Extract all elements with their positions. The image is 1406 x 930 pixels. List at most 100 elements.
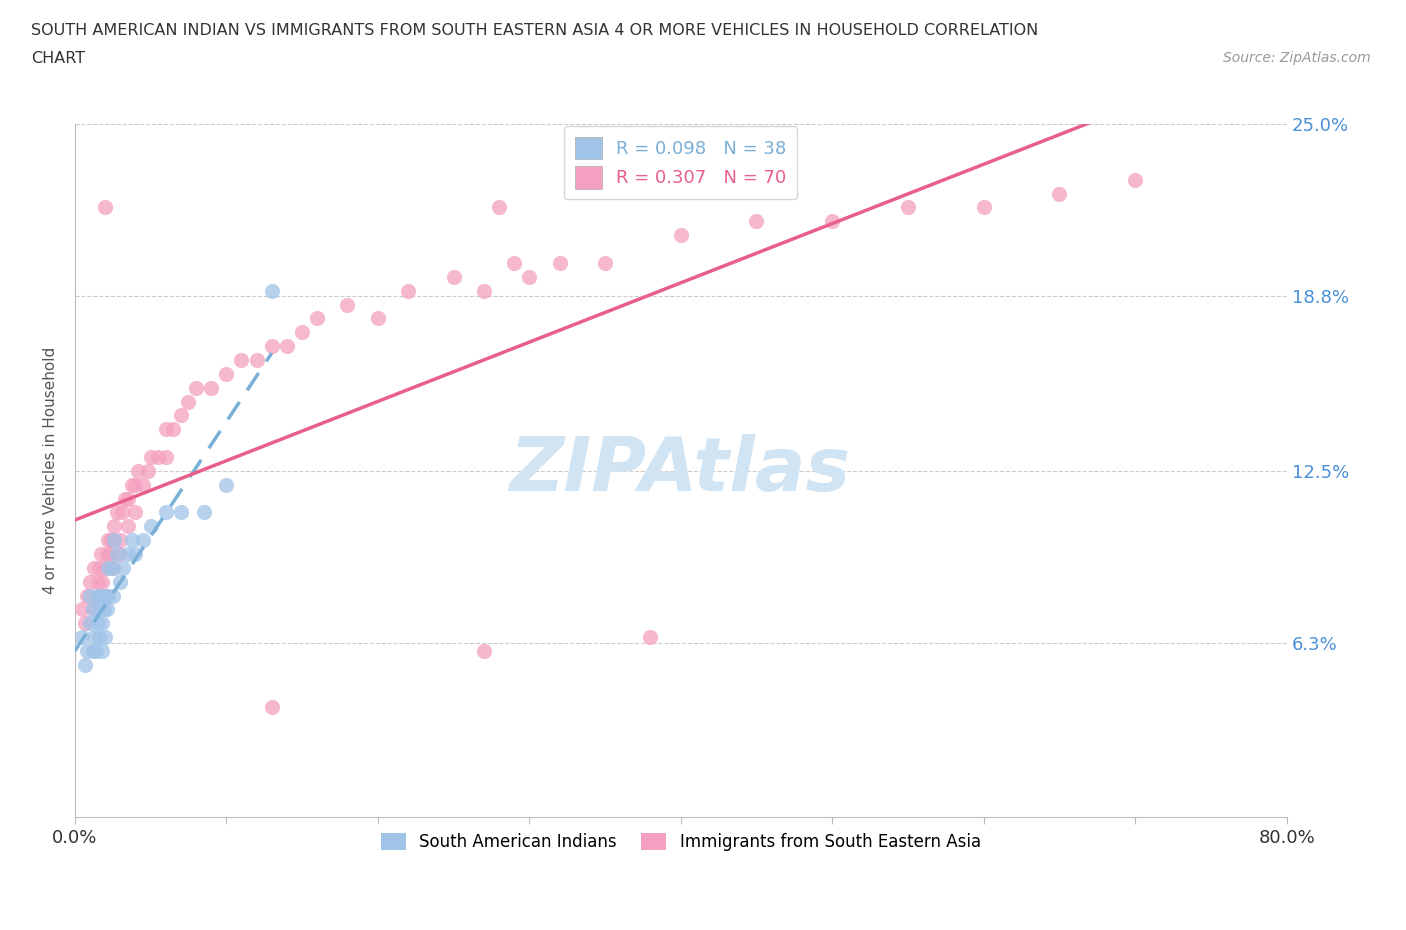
- Point: [124, 505, 146, 520]
- Point: [291, 325, 314, 339]
- Point: [121, 477, 143, 492]
- Point: [76, 644, 98, 658]
- Point: [84, 644, 107, 658]
- Point: [112, 561, 135, 576]
- Point: [94, 588, 117, 603]
- Point: [897, 200, 920, 215]
- Y-axis label: 4 or more Vehicles in Household: 4 or more Vehicles in Household: [44, 347, 58, 594]
- Point: [87, 561, 110, 576]
- Point: [336, 297, 359, 312]
- Point: [91, 644, 114, 658]
- Text: CHART: CHART: [31, 51, 84, 66]
- Point: [105, 547, 128, 562]
- Point: [97, 533, 120, 548]
- Point: [231, 352, 253, 367]
- Point: [745, 214, 768, 229]
- Point: [86, 575, 108, 590]
- Point: [121, 533, 143, 548]
- Point: [215, 477, 238, 492]
- Point: [103, 519, 125, 534]
- Point: [488, 200, 510, 215]
- Point: [110, 533, 132, 548]
- Point: [90, 547, 112, 562]
- Point: [260, 284, 283, 299]
- Point: [75, 616, 97, 631]
- Point: [114, 491, 136, 506]
- Point: [215, 366, 238, 381]
- Point: [155, 505, 177, 520]
- Point: [110, 575, 132, 590]
- Point: [105, 505, 128, 520]
- Point: [96, 602, 118, 617]
- Point: [155, 422, 177, 437]
- Point: [117, 547, 139, 562]
- Point: [96, 547, 118, 562]
- Point: [260, 699, 283, 714]
- Point: [86, 588, 108, 603]
- Point: [94, 588, 117, 603]
- Point: [193, 505, 215, 520]
- Text: ZIPAtlas: ZIPAtlas: [510, 434, 851, 508]
- Point: [669, 228, 692, 243]
- Point: [94, 630, 117, 644]
- Point: [1049, 186, 1071, 201]
- Point: [101, 588, 124, 603]
- Point: [82, 602, 104, 617]
- Text: SOUTH AMERICAN INDIAN VS IMMIGRANTS FROM SOUTH EASTERN ASIA 4 OR MORE VEHICLES I: SOUTH AMERICAN INDIAN VS IMMIGRANTS FROM…: [31, 23, 1038, 38]
- Point: [86, 616, 108, 631]
- Legend: South American Indians, Immigrants from South Eastern Asia: South American Indians, Immigrants from …: [374, 826, 987, 857]
- Point: [101, 561, 124, 576]
- Point: [72, 630, 94, 644]
- Point: [260, 339, 283, 353]
- Point: [111, 505, 134, 520]
- Point: [87, 630, 110, 644]
- Point: [79, 575, 101, 590]
- Point: [245, 352, 267, 367]
- Text: Source: ZipAtlas.com: Source: ZipAtlas.com: [1223, 51, 1371, 65]
- Point: [821, 214, 844, 229]
- Point: [124, 547, 146, 562]
- Point: [79, 616, 101, 631]
- Point: [307, 311, 329, 325]
- Point: [79, 588, 101, 603]
- Point: [503, 256, 526, 271]
- Point: [124, 477, 146, 492]
- Point: [139, 449, 162, 464]
- Point: [1123, 172, 1146, 187]
- Point: [117, 491, 139, 506]
- Point: [91, 575, 114, 590]
- Point: [90, 588, 112, 603]
- Point: [155, 449, 177, 464]
- Point: [472, 644, 495, 658]
- Point: [97, 588, 120, 603]
- Point: [443, 270, 465, 285]
- Point: [86, 588, 108, 603]
- Point: [91, 616, 114, 631]
- Point: [139, 519, 162, 534]
- Point: [517, 270, 540, 285]
- Point: [82, 602, 104, 617]
- Point: [97, 561, 120, 576]
- Point: [72, 602, 94, 617]
- Point: [103, 533, 125, 548]
- Point: [132, 477, 155, 492]
- Point: [170, 505, 193, 520]
- Point: [83, 561, 105, 576]
- Point: [76, 588, 98, 603]
- Point: [276, 339, 298, 353]
- Point: [973, 200, 995, 215]
- Point: [200, 380, 222, 395]
- Point: [367, 311, 389, 325]
- Point: [101, 561, 124, 576]
- Point: [132, 533, 155, 548]
- Point: [184, 380, 207, 395]
- Point: [593, 256, 616, 271]
- Point: [75, 658, 97, 672]
- Point: [127, 463, 149, 478]
- Point: [640, 630, 662, 644]
- Point: [396, 284, 419, 299]
- Point: [87, 602, 110, 617]
- Point: [548, 256, 571, 271]
- Point: [117, 519, 139, 534]
- Point: [170, 408, 193, 423]
